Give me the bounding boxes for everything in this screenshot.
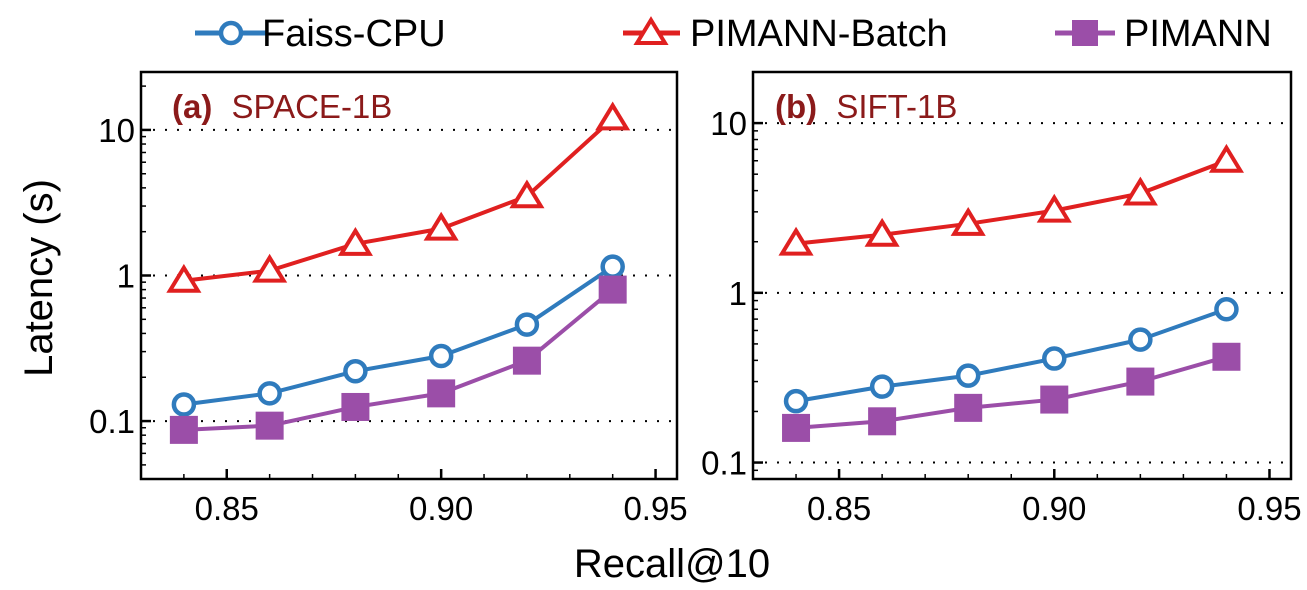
panel-b-pimann-batch-point-0: [778, 226, 814, 256]
panel-b-faiss-cpu-line: [795, 307, 1228, 404]
panel-b-pimann-point-0: [782, 413, 811, 442]
panel-a-xtick-label-2: 0.95: [623, 490, 687, 527]
panel-a-pimann-batch-point-5: [595, 101, 631, 131]
panel-a-ticks: 0.1 1 10 0.85 0.90 0.95: [89, 85, 688, 527]
legend-faiss-cpu-label: Faiss-CPU: [262, 13, 446, 55]
panel-b-series: [778, 143, 1244, 442]
panel-a-pimann-batch-line: [183, 116, 615, 283]
panel-b-pimann-batch-point-5: [1208, 143, 1244, 173]
panel-a-ytick-label-0: 0.1: [89, 403, 135, 440]
legend-pimann-batch-marker: [633, 16, 669, 45]
panel-a-ytick-label-2: 10: [98, 112, 135, 149]
panel-a-faiss-cpu-point-4: [514, 312, 540, 337]
panel-a-space-1b: 0.1 1 10 0.85 0.90 0.95 (a) SPACE-1B: [89, 70, 688, 527]
panel-a-pimann-point-5: [598, 275, 627, 304]
panel-b-xtick-label-1: 0.90: [1022, 490, 1086, 527]
panel-b-grid: [753, 122, 1291, 464]
legend-faiss-cpu-marker: [218, 20, 244, 46]
panel-a-pimann-point-2: [341, 392, 370, 421]
panel-b-pimann-batch-point-2: [950, 206, 986, 236]
legend-pimann-marker: [1072, 20, 1098, 46]
panel-b-faiss-cpu-point-4: [1128, 327, 1153, 352]
panel-a-series: [166, 101, 631, 444]
panel-b-pimann-point-5: [1212, 342, 1241, 371]
panel-b-ytick-label-0: 0.1: [701, 445, 747, 482]
panel-b-pimann-point-4: [1126, 367, 1155, 396]
panel-a-faiss-cpu-point-0: [171, 392, 197, 417]
legend-item-pimann-batch: PIMANN-Batch: [623, 13, 948, 55]
panel-b-pimann-point-1: [868, 407, 897, 436]
panel-a-faiss-cpu-point-2: [343, 358, 368, 384]
panel-a-faiss-cpu-point-5: [600, 254, 625, 279]
panel-b-faiss-cpu-point-5: [1214, 297, 1239, 322]
panel-b-title: (b) SIFT-1B: [775, 88, 957, 125]
panel-b-tag: (b): [775, 88, 817, 125]
panel-a-ytick-label-1: 1: [117, 258, 135, 295]
panel-b-ticks: 0.1 1 10 0.85 0.90 0.95: [701, 71, 1302, 527]
panel-b-faiss-cpu-point-3: [1042, 346, 1067, 371]
panel-b-sift-1b: 0.1 1 10 0.85 0.90 0.95 (b) SIFT-1B: [701, 70, 1302, 527]
panel-a-faiss-cpu-point-1: [257, 381, 282, 406]
panel-a-pimann-batch-point-3: [423, 211, 459, 241]
x-axis-label: Recall@10: [574, 542, 770, 586]
panel-b-faiss-cpu-point-1: [869, 374, 895, 399]
panel-b-pimann-batch-line: [795, 158, 1228, 246]
panel-a-pimann-batch-point-2: [337, 226, 373, 256]
legend-item-faiss-cpu: Faiss-CPU: [195, 13, 446, 55]
panel-b-frame: [751, 70, 1293, 481]
panel-b-faiss-cpu-point-2: [955, 363, 981, 388]
y-axis-label: Latency (s): [17, 179, 61, 377]
panel-a-pimann-point-0: [169, 415, 198, 444]
panel-b-pimann-point-2: [954, 393, 983, 422]
legend: Faiss-CPU PIMANN-Batch PIMANN: [195, 13, 1272, 55]
panel-b-ytick-label-1: 1: [729, 275, 747, 312]
panel-b-title-text: SIFT-1B: [836, 88, 957, 125]
panel-a-xtick-label-1: 0.90: [409, 490, 473, 527]
panel-b-pimann-batch-point-4: [1122, 176, 1158, 206]
panel-a-pimann-batch-point-0: [166, 263, 202, 293]
panel-a-tag: (a): [172, 88, 212, 125]
panel-a-xtick-label-0: 0.85: [195, 490, 259, 527]
panel-a-pimann-point-1: [255, 411, 284, 440]
panel-a-pimann-line: [183, 288, 614, 432]
panel-b-ytick-label-2: 10: [710, 105, 747, 142]
panel-a-title-text: SPACE-1B: [232, 88, 393, 125]
panel-a-pimann-point-4: [512, 346, 541, 375]
legend-pimann-label: PIMANN: [1124, 13, 1272, 55]
panel-b-pimann-batch-point-1: [864, 217, 900, 247]
legend-pimann-batch-label: PIMANN-Batch: [690, 13, 948, 55]
panel-b-pimann-point-3: [1040, 385, 1069, 414]
panel-b-pimann-line: [795, 354, 1227, 430]
panel-a-faiss-cpu-point-3: [428, 343, 454, 369]
panel-a-title: (a) SPACE-1B: [172, 88, 392, 125]
panel-b-xtick-label-0: 0.85: [807, 490, 871, 527]
panel-b-faiss-cpu-point-0: [783, 388, 809, 414]
legend-item-pimann: PIMANN: [1055, 13, 1272, 55]
panel-a-faiss-cpu-line: [183, 265, 614, 407]
panel-b-xtick-label-2: 0.95: [1237, 490, 1301, 527]
panel-a-pimann-batch-point-1: [252, 253, 288, 283]
panel-a-pimann-batch-point-4: [509, 179, 545, 209]
panel-b-pimann-batch-point-3: [1036, 193, 1072, 223]
panel-a-pimann-point-3: [427, 379, 456, 408]
